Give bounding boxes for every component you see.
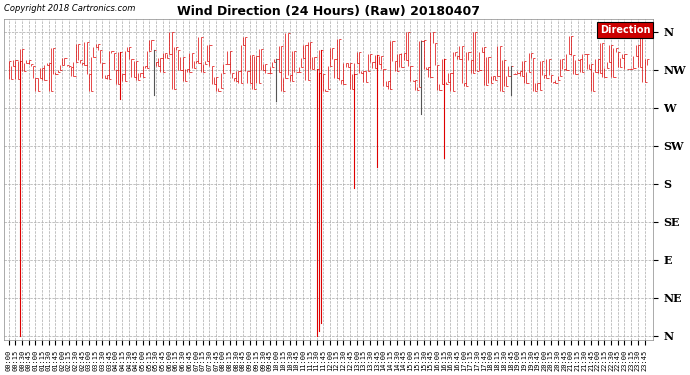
- Text: Copyright 2018 Cartronics.com: Copyright 2018 Cartronics.com: [4, 3, 135, 12]
- Text: Direction: Direction: [600, 26, 650, 35]
- Title: Wind Direction (24 Hours) (Raw) 20180407: Wind Direction (24 Hours) (Raw) 20180407: [177, 5, 480, 18]
